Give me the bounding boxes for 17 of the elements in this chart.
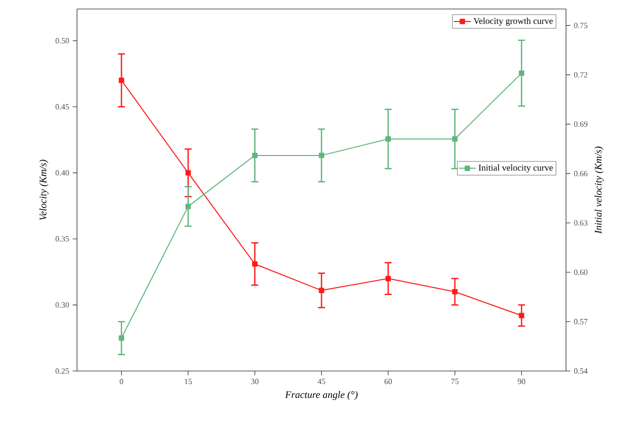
point	[385, 136, 391, 142]
point	[252, 261, 258, 267]
y-axis-title: Velocity (Km/s)	[39, 160, 48, 220]
y2-axis-title: Initial velocity (Km/s)	[594, 146, 604, 234]
legend-label: Initial velocity curve	[478, 164, 553, 173]
point	[452, 289, 458, 294]
point	[118, 335, 124, 341]
x-axis-title: Fracture angle (°)	[285, 390, 358, 400]
point	[252, 152, 258, 158]
point	[185, 204, 191, 210]
point	[385, 276, 391, 282]
point	[452, 136, 458, 142]
point	[185, 170, 191, 176]
point	[518, 70, 524, 76]
point	[318, 288, 324, 294]
point	[118, 78, 124, 84]
legend-label: Velocity growth curve	[473, 18, 553, 26]
